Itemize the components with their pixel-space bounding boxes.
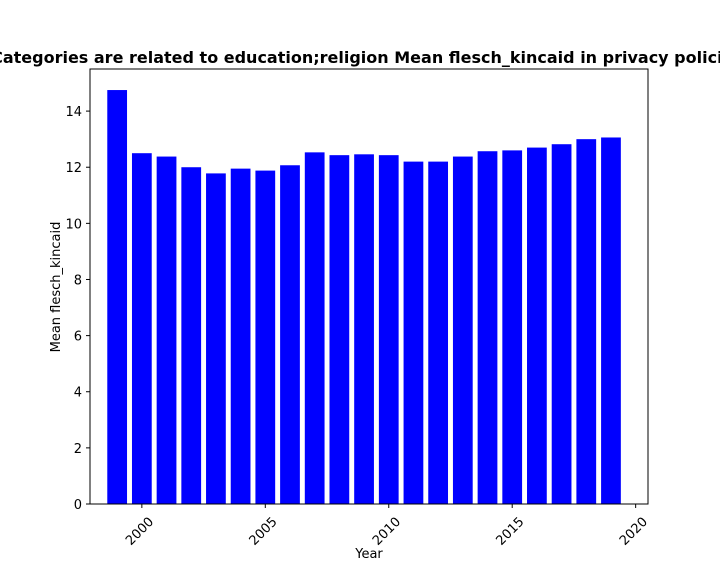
bar-2017 <box>551 144 572 505</box>
bar-2013 <box>452 156 473 505</box>
y-tick-label: 14 <box>65 105 82 120</box>
chart-title: Categories are related to education;reli… <box>0 48 720 67</box>
x-tick-label: 2010 <box>370 515 404 549</box>
y-tick-label: 4 <box>74 386 82 401</box>
y-tick-label: 10 <box>65 217 82 232</box>
x-tick-label: 2015 <box>493 515 527 549</box>
plot-frame <box>89 68 649 505</box>
x-axis-ticks: 2000 2005 2010 2015 2020 <box>123 504 651 549</box>
bar-2012 <box>428 161 449 504</box>
bar-2001 <box>156 156 177 505</box>
y-tick-label: 12 <box>65 161 82 176</box>
bar-2007 <box>304 152 325 504</box>
y-axis-ticks: 0 2 4 6 8 10 12 14 <box>65 105 90 513</box>
bars-group <box>107 90 621 505</box>
bar-2009 <box>354 154 374 504</box>
x-axis-label: Year <box>354 547 383 562</box>
bar-2005 <box>255 170 276 504</box>
bar-2019 <box>601 137 621 504</box>
bar-2000 <box>131 153 152 504</box>
bar-2006 <box>280 165 300 504</box>
bar-2016 <box>527 147 547 505</box>
bar-2003 <box>206 173 226 504</box>
y-tick-label: 0 <box>74 498 82 513</box>
y-axis-label: Mean flesch_kincaid <box>49 222 64 353</box>
bar-2010 <box>378 155 399 504</box>
x-tick-label: 2020 <box>617 515 651 549</box>
bar-1999 <box>107 90 128 504</box>
bar-2014 <box>477 151 498 504</box>
bar-2008 <box>329 155 350 504</box>
y-tick-label: 2 <box>74 442 82 457</box>
x-tick-label: 2005 <box>247 515 281 549</box>
bar-2004 <box>230 168 251 504</box>
bar-2011 <box>403 161 424 504</box>
y-tick-label: 6 <box>74 330 82 345</box>
y-tick-label: 8 <box>74 273 82 288</box>
bar-2002 <box>181 167 202 504</box>
x-tick-label: 2000 <box>123 515 157 549</box>
bar-2015 <box>502 150 523 505</box>
bar-2018 <box>576 139 597 504</box>
